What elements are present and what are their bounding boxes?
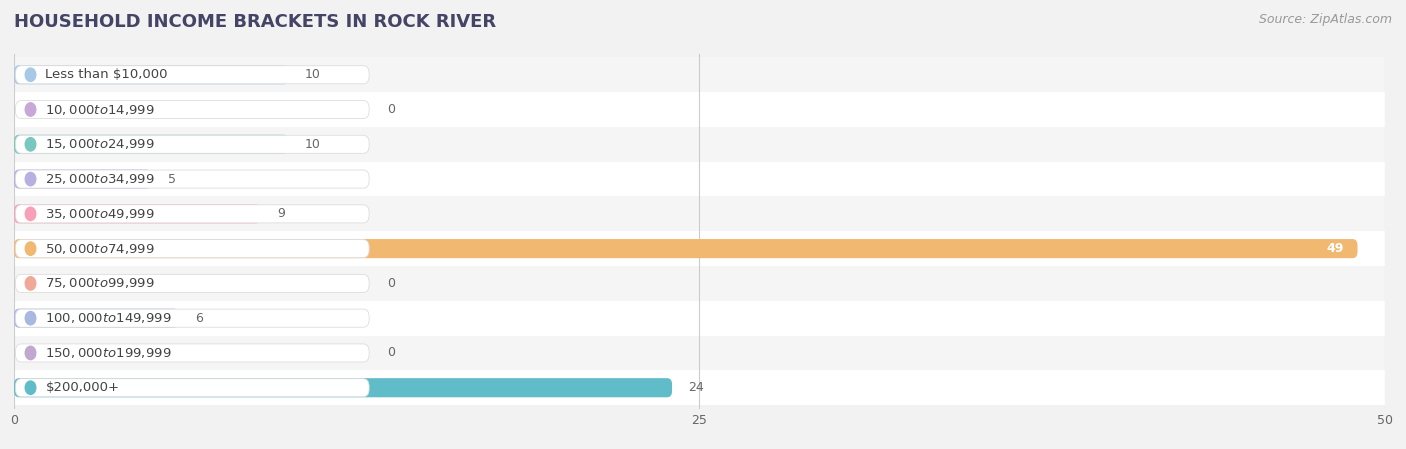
Text: 24: 24: [689, 381, 704, 394]
Text: $35,000 to $49,999: $35,000 to $49,999: [45, 207, 155, 221]
Bar: [14, 57, 1385, 92]
Text: 10: 10: [305, 68, 321, 81]
Text: $150,000 to $199,999: $150,000 to $199,999: [45, 346, 172, 360]
FancyBboxPatch shape: [15, 205, 370, 223]
Text: 0: 0: [387, 103, 395, 116]
Text: Less than $10,000: Less than $10,000: [45, 68, 167, 81]
Text: $50,000 to $74,999: $50,000 to $74,999: [45, 242, 155, 255]
FancyBboxPatch shape: [14, 170, 152, 189]
Text: 10: 10: [305, 138, 321, 151]
FancyBboxPatch shape: [14, 204, 262, 224]
Circle shape: [25, 277, 35, 290]
Text: $10,000 to $14,999: $10,000 to $14,999: [45, 102, 155, 117]
FancyBboxPatch shape: [15, 170, 370, 188]
Circle shape: [25, 381, 35, 394]
FancyBboxPatch shape: [14, 378, 672, 397]
Bar: [14, 231, 1385, 266]
Text: $25,000 to $34,999: $25,000 to $34,999: [45, 172, 155, 186]
Text: $15,000 to $24,999: $15,000 to $24,999: [45, 137, 155, 151]
Text: $75,000 to $99,999: $75,000 to $99,999: [45, 277, 155, 291]
Bar: [14, 162, 1385, 197]
FancyBboxPatch shape: [14, 135, 288, 154]
Bar: [14, 335, 1385, 370]
Circle shape: [25, 103, 35, 116]
Circle shape: [25, 312, 35, 325]
Text: Source: ZipAtlas.com: Source: ZipAtlas.com: [1258, 13, 1392, 26]
Text: 49: 49: [1326, 242, 1344, 255]
FancyBboxPatch shape: [15, 274, 370, 292]
Text: $200,000+: $200,000+: [45, 381, 120, 394]
FancyBboxPatch shape: [15, 66, 370, 84]
FancyBboxPatch shape: [14, 65, 288, 84]
Circle shape: [25, 242, 35, 255]
Bar: [14, 92, 1385, 127]
Text: 5: 5: [167, 172, 176, 185]
Text: 6: 6: [195, 312, 202, 325]
Text: 0: 0: [387, 347, 395, 360]
Bar: [14, 301, 1385, 335]
FancyBboxPatch shape: [15, 309, 370, 327]
FancyBboxPatch shape: [15, 379, 370, 397]
Circle shape: [25, 207, 35, 220]
Text: $100,000 to $149,999: $100,000 to $149,999: [45, 311, 172, 325]
FancyBboxPatch shape: [15, 135, 370, 154]
FancyBboxPatch shape: [14, 308, 179, 328]
Bar: [14, 127, 1385, 162]
FancyBboxPatch shape: [14, 239, 1358, 258]
FancyBboxPatch shape: [15, 240, 370, 258]
FancyBboxPatch shape: [15, 101, 370, 119]
Circle shape: [25, 346, 35, 360]
Circle shape: [25, 137, 35, 151]
Text: 9: 9: [277, 207, 285, 220]
Bar: [14, 197, 1385, 231]
Bar: [14, 370, 1385, 405]
Circle shape: [25, 172, 35, 186]
Text: HOUSEHOLD INCOME BRACKETS IN ROCK RIVER: HOUSEHOLD INCOME BRACKETS IN ROCK RIVER: [14, 13, 496, 31]
Circle shape: [25, 68, 35, 81]
FancyBboxPatch shape: [15, 344, 370, 362]
Text: 0: 0: [387, 277, 395, 290]
Bar: [14, 266, 1385, 301]
